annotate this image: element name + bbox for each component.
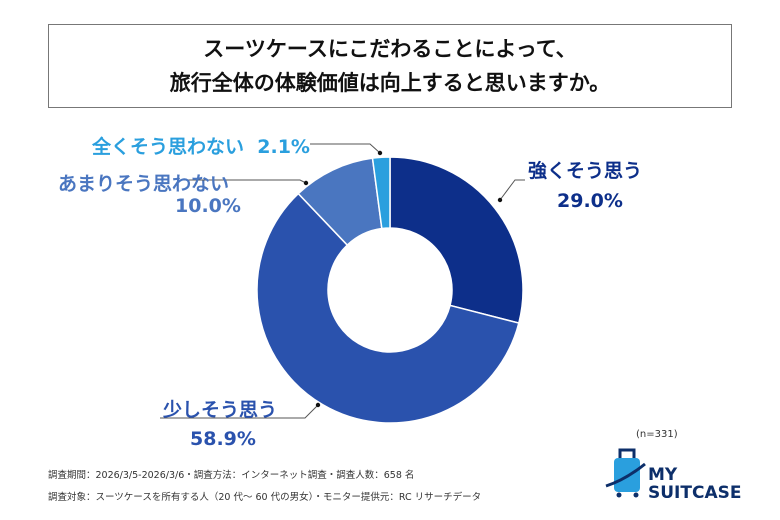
title-line-1: スーツケースにこだわることによって、 (203, 37, 577, 61)
title-line-2: 旅行全体の体験価値は向上すると思いますか。 (169, 71, 611, 95)
label-strongly-agree: 強くそう思う (528, 160, 643, 182)
logo-text: MY SUITCASE (648, 465, 742, 503)
label-somewhat-agree: 少しそう思う (163, 399, 278, 421)
donut-slice-3 (371, 156, 391, 230)
value-somewhat-disagree: 10.0% (175, 195, 241, 217)
donut-slice-1 (256, 192, 520, 424)
label-somewhat-disagree: あまりそう思わない (58, 173, 230, 195)
leader-line-0 (499, 179, 525, 201)
chart-title: スーツケースにこだわることによって、 旅行全体の体験価値は向上すると思いますか。 (48, 24, 732, 108)
leader-line-1 (160, 404, 319, 419)
value-strongly-agree: 29.0% (557, 190, 623, 212)
leader-line-3 (310, 143, 381, 154)
leader-line-2 (180, 179, 307, 184)
donut-slice-0 (389, 156, 524, 324)
footer-line-1: 調査期間：2026/3/5-2026/3/6・調査方法：インターネット調査・調査… (48, 470, 415, 481)
label-strongly-disagree: 全くそう思わない 2.1% (92, 136, 310, 158)
value-somewhat-agree: 58.9% (190, 428, 256, 450)
leader-lines (160, 143, 525, 419)
footer-line-2: 調査対象：スーツケースを所有する人（20 代～ 60 代の男女）・モニター提供元… (48, 492, 482, 503)
sample-size: (n=331) (636, 429, 678, 440)
